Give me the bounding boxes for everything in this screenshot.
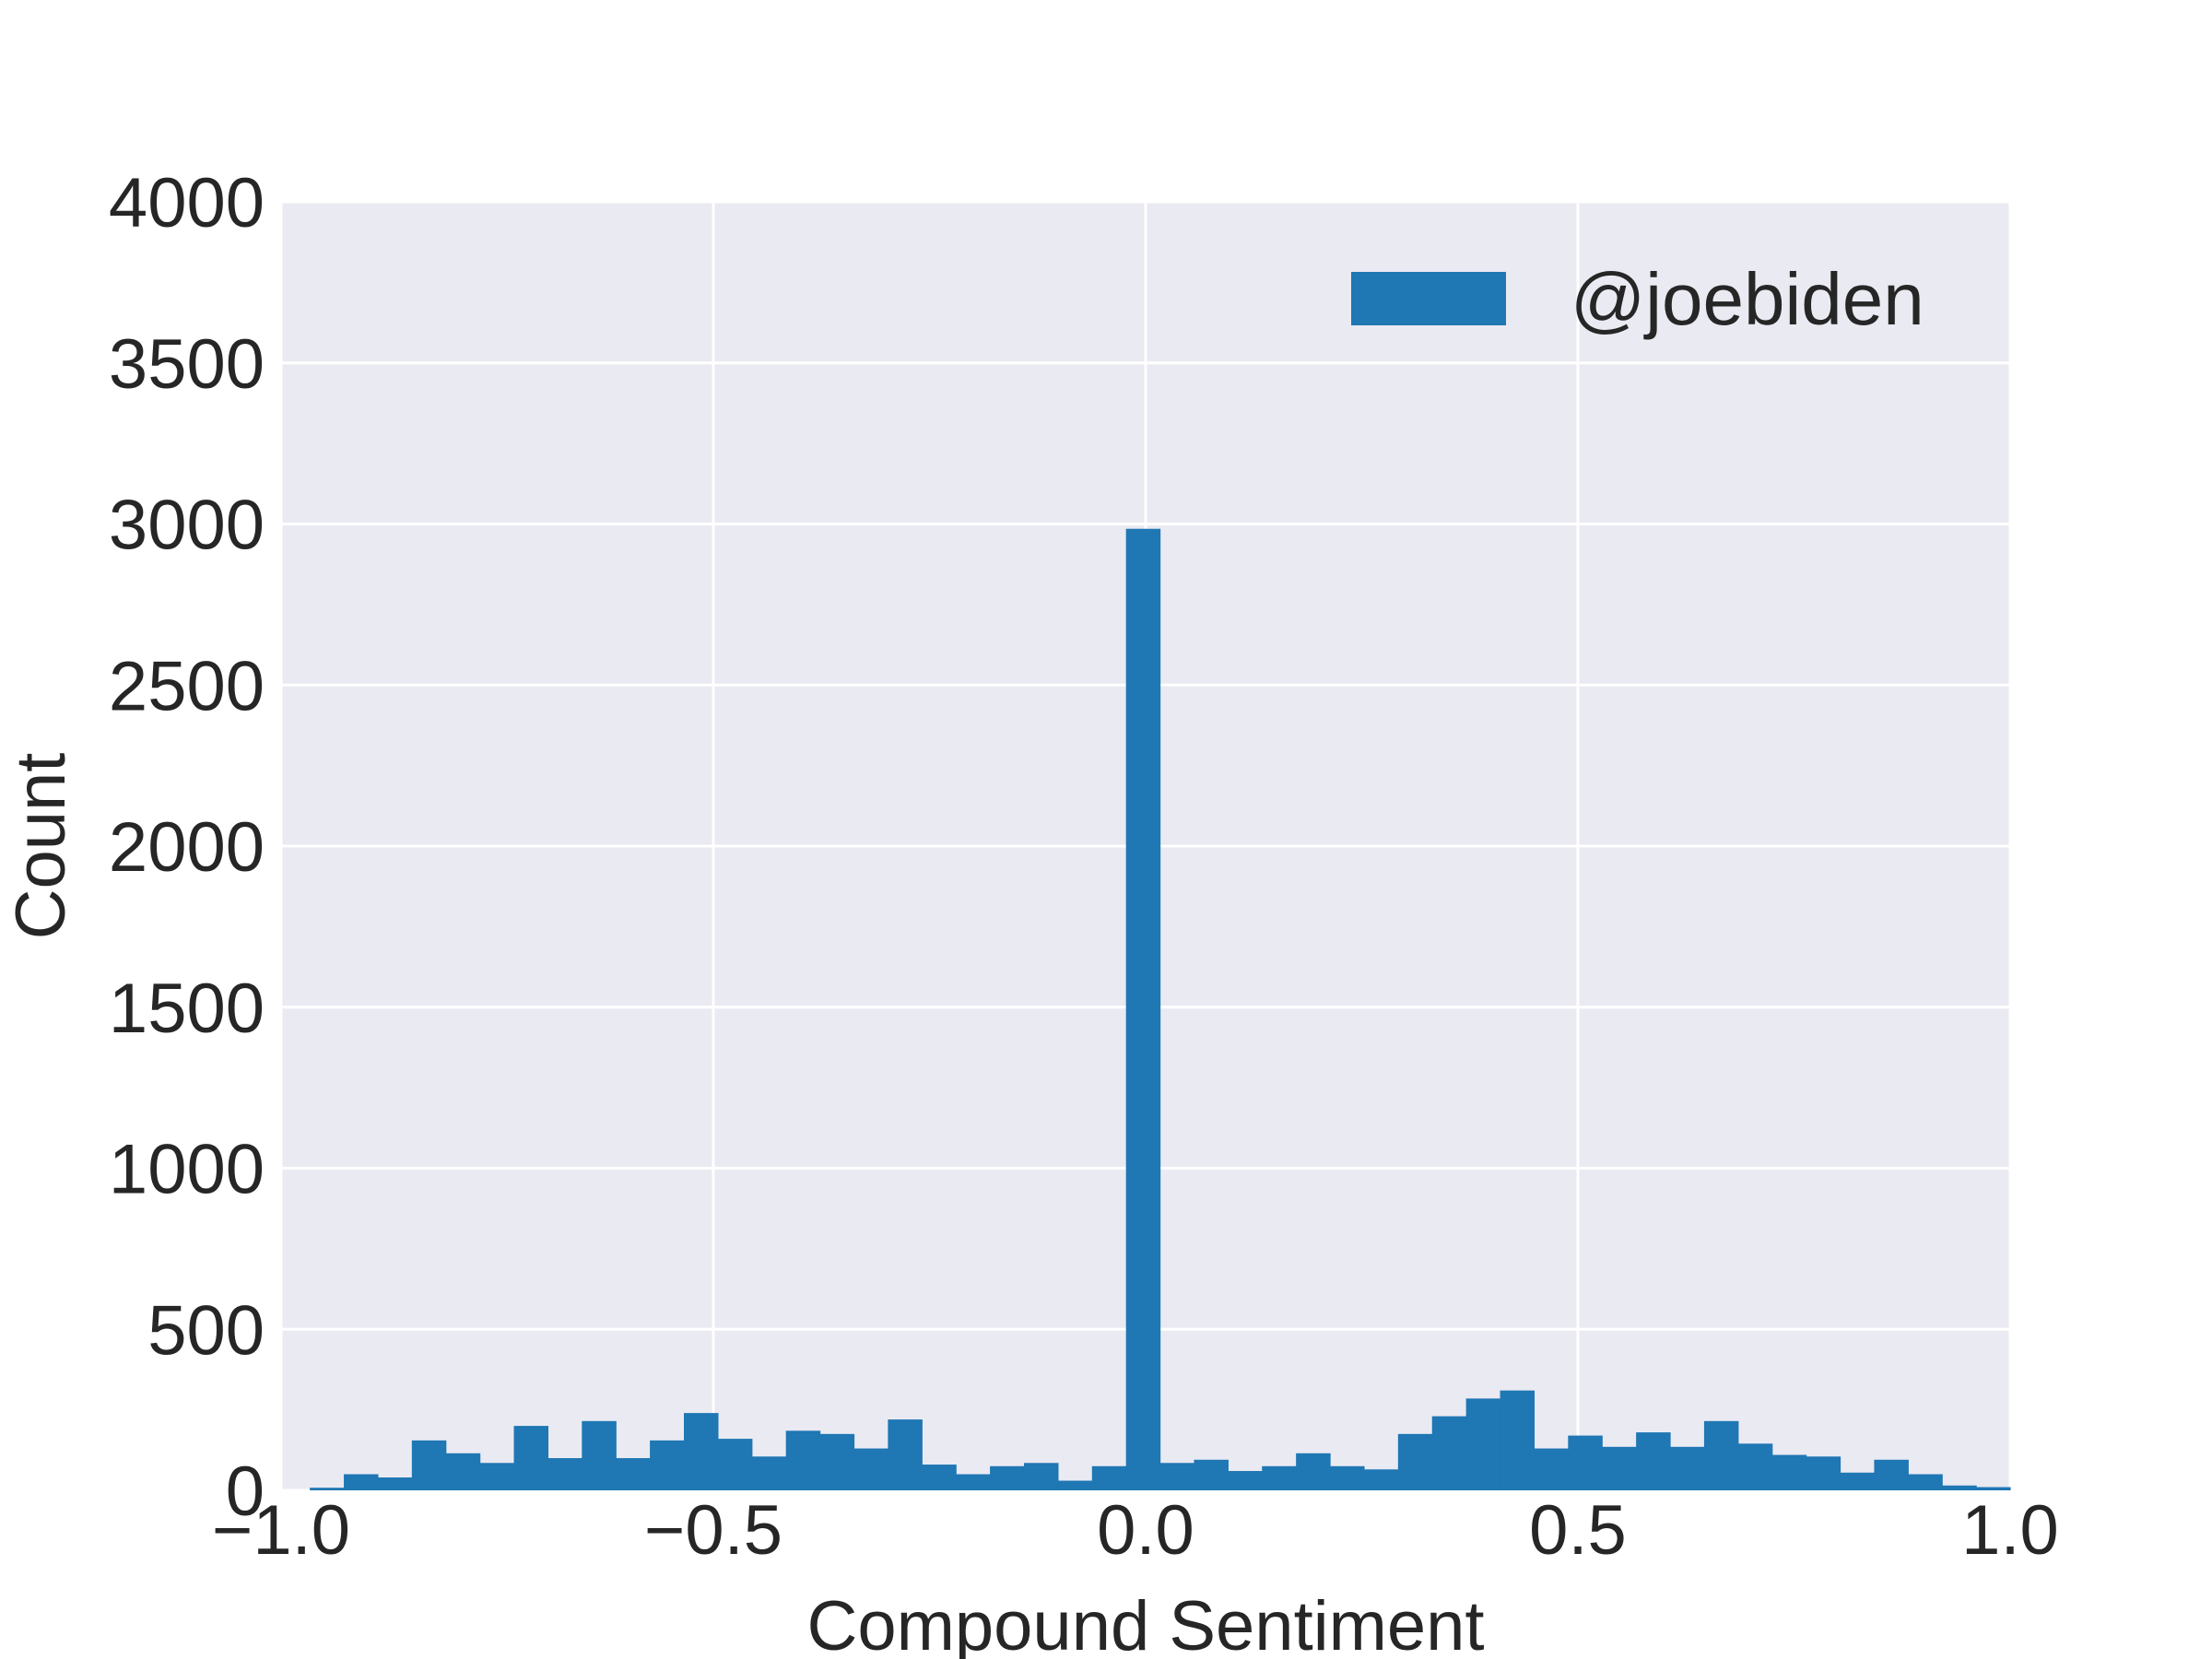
- legend: @joebiden: [1351, 258, 1924, 340]
- bar-7: [547, 1458, 582, 1490]
- bar-22: [1057, 1480, 1093, 1490]
- bar-14: [785, 1430, 821, 1490]
- bar-38: [1602, 1446, 1637, 1490]
- legend-swatch: [1351, 272, 1506, 325]
- bar-2: [377, 1477, 413, 1490]
- bar-29: [1296, 1453, 1331, 1490]
- y-tick-label-6: 3000: [109, 487, 265, 565]
- bar-18: [922, 1465, 957, 1490]
- bar-9: [616, 1458, 651, 1490]
- bar-27: [1228, 1471, 1263, 1490]
- bar-42: [1737, 1443, 1773, 1490]
- bar-34: [1465, 1398, 1501, 1490]
- bar-41: [1703, 1420, 1739, 1490]
- y-tick-label-3: 1500: [109, 970, 265, 1048]
- bar-44: [1806, 1456, 1841, 1490]
- bar-20: [990, 1465, 1025, 1490]
- bar-47: [1908, 1474, 1943, 1490]
- y-tick-label-2: 1000: [109, 1131, 265, 1209]
- bar-31: [1363, 1469, 1399, 1490]
- bar-3: [411, 1440, 447, 1490]
- x-tick-label-2: 0.0: [1097, 1491, 1194, 1570]
- bar-15: [819, 1433, 855, 1490]
- bar-30: [1330, 1465, 1365, 1490]
- bar-4: [445, 1453, 481, 1490]
- x-tick-label-4: 1.0: [1961, 1491, 2059, 1570]
- y-tick-label-5: 2500: [109, 647, 265, 725]
- bar-24: [1125, 528, 1161, 1491]
- y-tick-label-4: 2000: [109, 808, 265, 887]
- x-tick-labels: −1.0 −0.5 0.0 0.5 1.0: [212, 1491, 2059, 1570]
- legend-label: @joebiden: [1571, 258, 1924, 340]
- bar-0: [310, 1488, 345, 1490]
- x-axis-label: Compound Sentiment: [806, 1587, 1484, 1659]
- y-tick-label-7: 3500: [109, 325, 265, 404]
- y-tick-label-1: 500: [147, 1291, 265, 1370]
- bar-46: [1874, 1459, 1909, 1490]
- y-axis-label: Count: [2, 753, 80, 940]
- bar-5: [479, 1463, 515, 1490]
- bar-8: [582, 1420, 617, 1490]
- bar-43: [1771, 1454, 1807, 1490]
- bar-33: [1431, 1416, 1467, 1490]
- bar-16: [853, 1448, 888, 1490]
- bar-32: [1397, 1433, 1433, 1490]
- bar-19: [956, 1474, 991, 1490]
- y-tick-label-0: 0: [226, 1453, 265, 1531]
- bar-37: [1568, 1435, 1603, 1490]
- bar-6: [513, 1426, 549, 1490]
- bar-25: [1159, 1463, 1195, 1490]
- y-tick-labels: 0 500 1000 1500 2000 2500 3000 3500 4000: [109, 164, 265, 1531]
- bar-23: [1091, 1465, 1127, 1490]
- bar-28: [1262, 1465, 1297, 1490]
- bar-13: [751, 1456, 787, 1490]
- bar-11: [684, 1413, 719, 1490]
- bar-48: [1942, 1485, 1977, 1490]
- bar-35: [1500, 1390, 1535, 1490]
- x-tick-label-0: −1.0: [212, 1491, 350, 1570]
- y-tick-label-8: 4000: [109, 164, 265, 242]
- bar-1: [344, 1474, 379, 1490]
- bar-40: [1670, 1446, 1705, 1490]
- bar-26: [1194, 1459, 1229, 1490]
- bar-36: [1534, 1448, 1569, 1490]
- bar-17: [888, 1419, 923, 1490]
- bar-10: [650, 1440, 685, 1490]
- histogram-bars: [310, 528, 2011, 1491]
- x-tick-label-3: 0.5: [1529, 1491, 1627, 1570]
- x-tick-label-1: −0.5: [644, 1491, 782, 1570]
- bar-49: [1976, 1487, 2011, 1490]
- bar-39: [1636, 1432, 1671, 1490]
- bar-45: [1840, 1472, 1876, 1490]
- bar-21: [1023, 1463, 1059, 1490]
- bar-12: [717, 1439, 753, 1490]
